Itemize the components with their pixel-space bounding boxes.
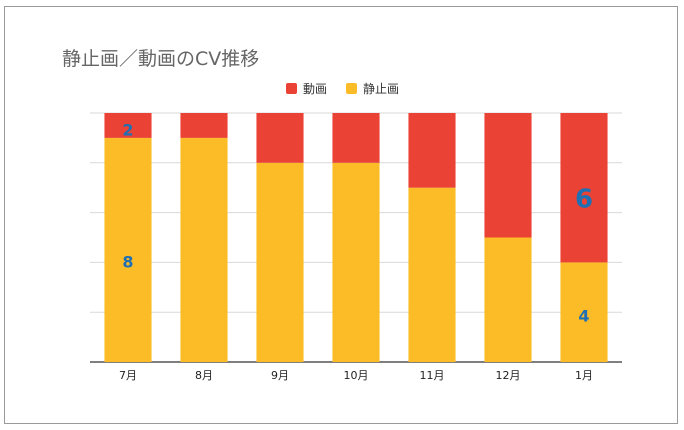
bar-video-4 bbox=[408, 113, 456, 188]
data-label-0: 2 bbox=[122, 121, 133, 140]
bar-video-3 bbox=[332, 113, 380, 163]
bar-video-1 bbox=[180, 113, 228, 138]
bar-still-1 bbox=[180, 137, 228, 362]
bar-video-2 bbox=[256, 113, 304, 163]
bar-still-6 bbox=[560, 262, 608, 362]
x-tick-label: 10月 bbox=[344, 369, 369, 382]
x-tick-label: 12月 bbox=[496, 369, 521, 382]
legend: 動画 静止画 bbox=[0, 80, 684, 98]
x-tick-label: 11月 bbox=[420, 369, 445, 382]
x-tick-label: 7月 bbox=[119, 369, 137, 382]
data-label-3: 4 bbox=[578, 307, 589, 326]
bar-still-0 bbox=[104, 137, 152, 362]
data-label-1: 8 bbox=[122, 253, 133, 272]
x-tick-label: 9月 bbox=[271, 369, 289, 382]
x-tick-label: 1月 bbox=[575, 369, 593, 382]
chart-title: 静止画／動画のCV推移 bbox=[62, 48, 260, 70]
legend-swatch-still bbox=[346, 83, 357, 94]
bar-video-0 bbox=[104, 113, 152, 138]
bar-video-5 bbox=[484, 113, 532, 238]
data-label-2: 6 bbox=[575, 185, 593, 215]
bar-video-6 bbox=[560, 113, 608, 263]
bar-still-5 bbox=[484, 237, 532, 362]
x-tick-label: 8月 bbox=[195, 369, 213, 382]
legend-label-video: 動画 bbox=[303, 82, 328, 96]
legend-swatch-video bbox=[286, 83, 297, 94]
legend-item-still: 静止画 bbox=[346, 80, 399, 97]
legend-item-video: 動画 bbox=[286, 80, 327, 97]
bar-still-4 bbox=[408, 187, 456, 362]
bar-still-2 bbox=[256, 162, 304, 362]
bar-still-3 bbox=[332, 162, 380, 362]
legend-label-still: 静止画 bbox=[363, 82, 400, 96]
